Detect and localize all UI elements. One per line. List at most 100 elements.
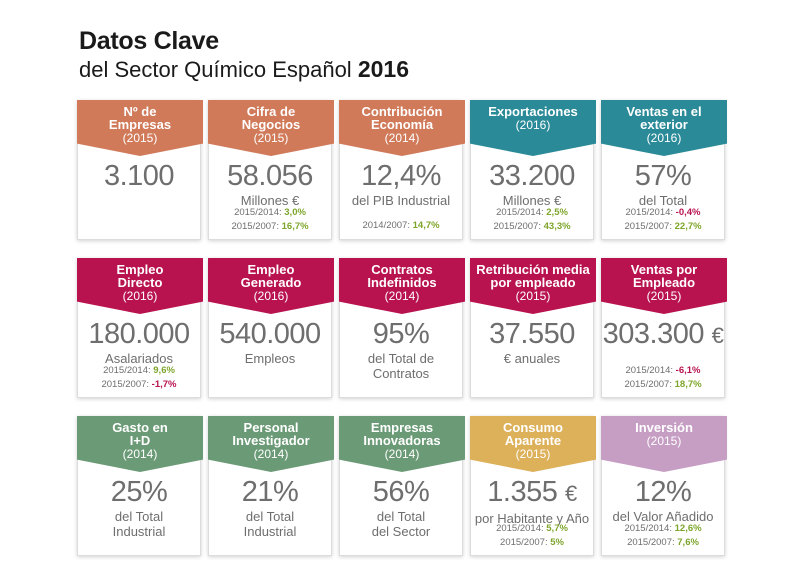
stat-line: 2015/2007: -1,7%: [78, 378, 200, 392]
stat-change: 18,7%: [674, 379, 702, 390]
card-label: Ventas por Empleado: [630, 262, 698, 290]
card-value: 95%: [340, 317, 462, 351]
card-body: 37.550 € anuales: [471, 317, 593, 366]
card-stats: 2015/2014: 12,6% 2015/2007: 7,6%: [602, 522, 724, 550]
card-value-number: 33.200: [489, 160, 575, 192]
card-row: Nº de Empresas (2015) 3.100 Cifra de Negoci…: [77, 100, 731, 240]
card-label: Nº de Empresas: [108, 104, 172, 132]
card-year: (2016): [253, 289, 289, 303]
stat-line: 2015/2014: 2,5%: [471, 206, 593, 220]
stat-line: 2015/2014: 3,0%: [209, 206, 331, 220]
stat-line: 2015/2007: 43,3%: [471, 220, 593, 234]
stat-period: 2015/2014:: [624, 523, 672, 534]
stat-line: 2015/2007: 16,7%: [209, 220, 331, 234]
card-stats: 2015/2014: -6,1% 2015/2007: 18,7%: [602, 364, 724, 392]
card-header-banner: Empresas Innovadoras (2014): [339, 416, 465, 472]
card-value-number: 303.300: [602, 318, 705, 350]
stat-period: 2015/2014:: [103, 365, 151, 376]
stat-period: 2015/2007:: [493, 221, 541, 232]
card-label: Retribución media por empleado: [476, 262, 590, 290]
stat-period: 2015/2007:: [624, 221, 672, 232]
card-value-unit: €: [564, 481, 577, 506]
stat-period: 2015/2014:: [625, 207, 674, 218]
card-stats: 2015/2014: 3,0% 2015/2007: 16,7%: [209, 206, 331, 234]
card-subtitle: del Total Industrial: [243, 509, 297, 539]
card-value-number: 25%: [110, 476, 168, 508]
stat-line: 2015/2014: 12,6%: [602, 522, 724, 536]
card-value-number: 37.550: [489, 318, 575, 350]
card-value: 33.200: [471, 159, 593, 193]
card-header-banner: Empleo Directo (2016): [77, 258, 203, 314]
stat-change: 2,5%: [546, 207, 568, 218]
card-header-banner: Retribución media por empleado (2015): [470, 258, 596, 314]
card-value: 1.355 €: [471, 475, 593, 511]
card-body: 21% del Total Industrial: [209, 475, 331, 539]
card-stats: 2015/2014: 9,6% 2015/2007: -1,7%: [78, 364, 200, 392]
stat-period: 2015/2007:: [627, 537, 675, 548]
card-year: (2014): [384, 131, 420, 145]
card-year: (2016): [515, 118, 551, 132]
data-card: Ventas por Empleado (2015) 303.300 €2015/2…: [601, 258, 727, 398]
card-body: 1.355 € por Habitante y Año: [471, 475, 593, 526]
card-value-number: 56%: [372, 476, 430, 508]
card-body: 12,4% del PIB Industrial: [340, 159, 462, 208]
subtitle-year: 2016: [357, 56, 409, 82]
data-card: Contribución Economía (2014) 12,4% del PIB …: [339, 100, 465, 240]
card-label: Personal Investigador: [232, 420, 310, 448]
card-body: 303.300 €: [602, 317, 724, 353]
stat-line: 2014/2007: 14,7%: [340, 219, 462, 233]
stat-line: 2015/2014: -0,4%: [602, 206, 724, 220]
data-card: Empleo Generado (2016) 540.000 Empleos: [208, 258, 334, 398]
card-value-number: 95%: [372, 318, 430, 350]
stat-line: 2015/2014: 9,6%: [78, 364, 200, 378]
stat-period: 2014/2007:: [362, 220, 410, 231]
stat-period: 2015/2007:: [500, 537, 548, 548]
card-subtitle: € anuales: [503, 351, 561, 366]
stat-period: 2015/2014:: [496, 523, 544, 534]
stat-line: 2015/2014: -6,1%: [602, 364, 724, 378]
card-year: (2016): [646, 131, 682, 145]
data-card: Empleo Directo (2016) 180.000 Asalariados 20…: [77, 258, 203, 398]
stat-period: 2015/2007:: [101, 379, 150, 390]
card-stats: 2015/2014: 2,5% 2015/2007: 43,3%: [471, 206, 593, 234]
data-card: Inversión (2015) 12% del Valor Añadido 2015/…: [601, 416, 727, 556]
card-subtitle: del PIB Industrial: [351, 193, 451, 208]
card-header-banner: Exportaciones (2016): [470, 100, 596, 156]
stat-change: 12,6%: [674, 523, 702, 534]
card-year: (2015): [515, 447, 551, 461]
stat-line: 2015/2014: 5,7%: [471, 522, 593, 536]
card-year: (2014): [384, 447, 420, 461]
card-value-number: 1.355: [487, 476, 558, 508]
card-value-number: 58.056: [227, 160, 313, 192]
card-stats: 2014/2007: 14,7%: [340, 219, 462, 233]
card-subtitle: del Valor Añadido: [612, 509, 714, 524]
stat-change: 5,7%: [546, 523, 568, 534]
data-card: Ventas en el exterior (2016) 57% del Total 2…: [601, 100, 727, 240]
card-value: 56%: [340, 475, 462, 509]
card-label: Inversión: [635, 420, 693, 435]
page-title: Datos Clave: [79, 27, 219, 55]
subtitle-text: del Sector Químico Español: [79, 57, 352, 82]
card-year: (2015): [646, 434, 682, 448]
stat-change: 16,7%: [281, 221, 309, 232]
card-value: 3.100: [78, 159, 200, 193]
card-header-banner: Empleo Generado (2016): [208, 258, 334, 314]
card-value-unit: €: [711, 323, 724, 348]
card-value-number: 12%: [634, 476, 692, 508]
stat-change: -1,7%: [151, 379, 177, 390]
card-header-banner: Inversión (2015): [601, 416, 727, 472]
card-body: 540.000 Empleos: [209, 317, 331, 366]
card-year: (2015): [646, 289, 682, 303]
card-value: 12,4%: [340, 159, 462, 193]
card-header-banner: Contratos Indefinidos (2014): [339, 258, 465, 314]
card-header-banner: Personal Investigador (2014): [208, 416, 334, 472]
page-subtitle: del Sector Químico Español 2016: [79, 56, 409, 83]
card-header-banner: Ventas en el exterior (2016): [601, 100, 727, 156]
card-value-number: 12,4%: [361, 160, 441, 192]
card-subtitle: Millones €: [502, 193, 562, 208]
card-row: Gasto en I+D (2014) 25% del Total Industria…: [77, 416, 731, 556]
stat-change: -0,4%: [675, 207, 701, 218]
card-label: Empleo Generado: [240, 262, 302, 290]
card-label: Contribución Economía: [361, 104, 443, 132]
card-label: Exportaciones: [488, 104, 578, 119]
